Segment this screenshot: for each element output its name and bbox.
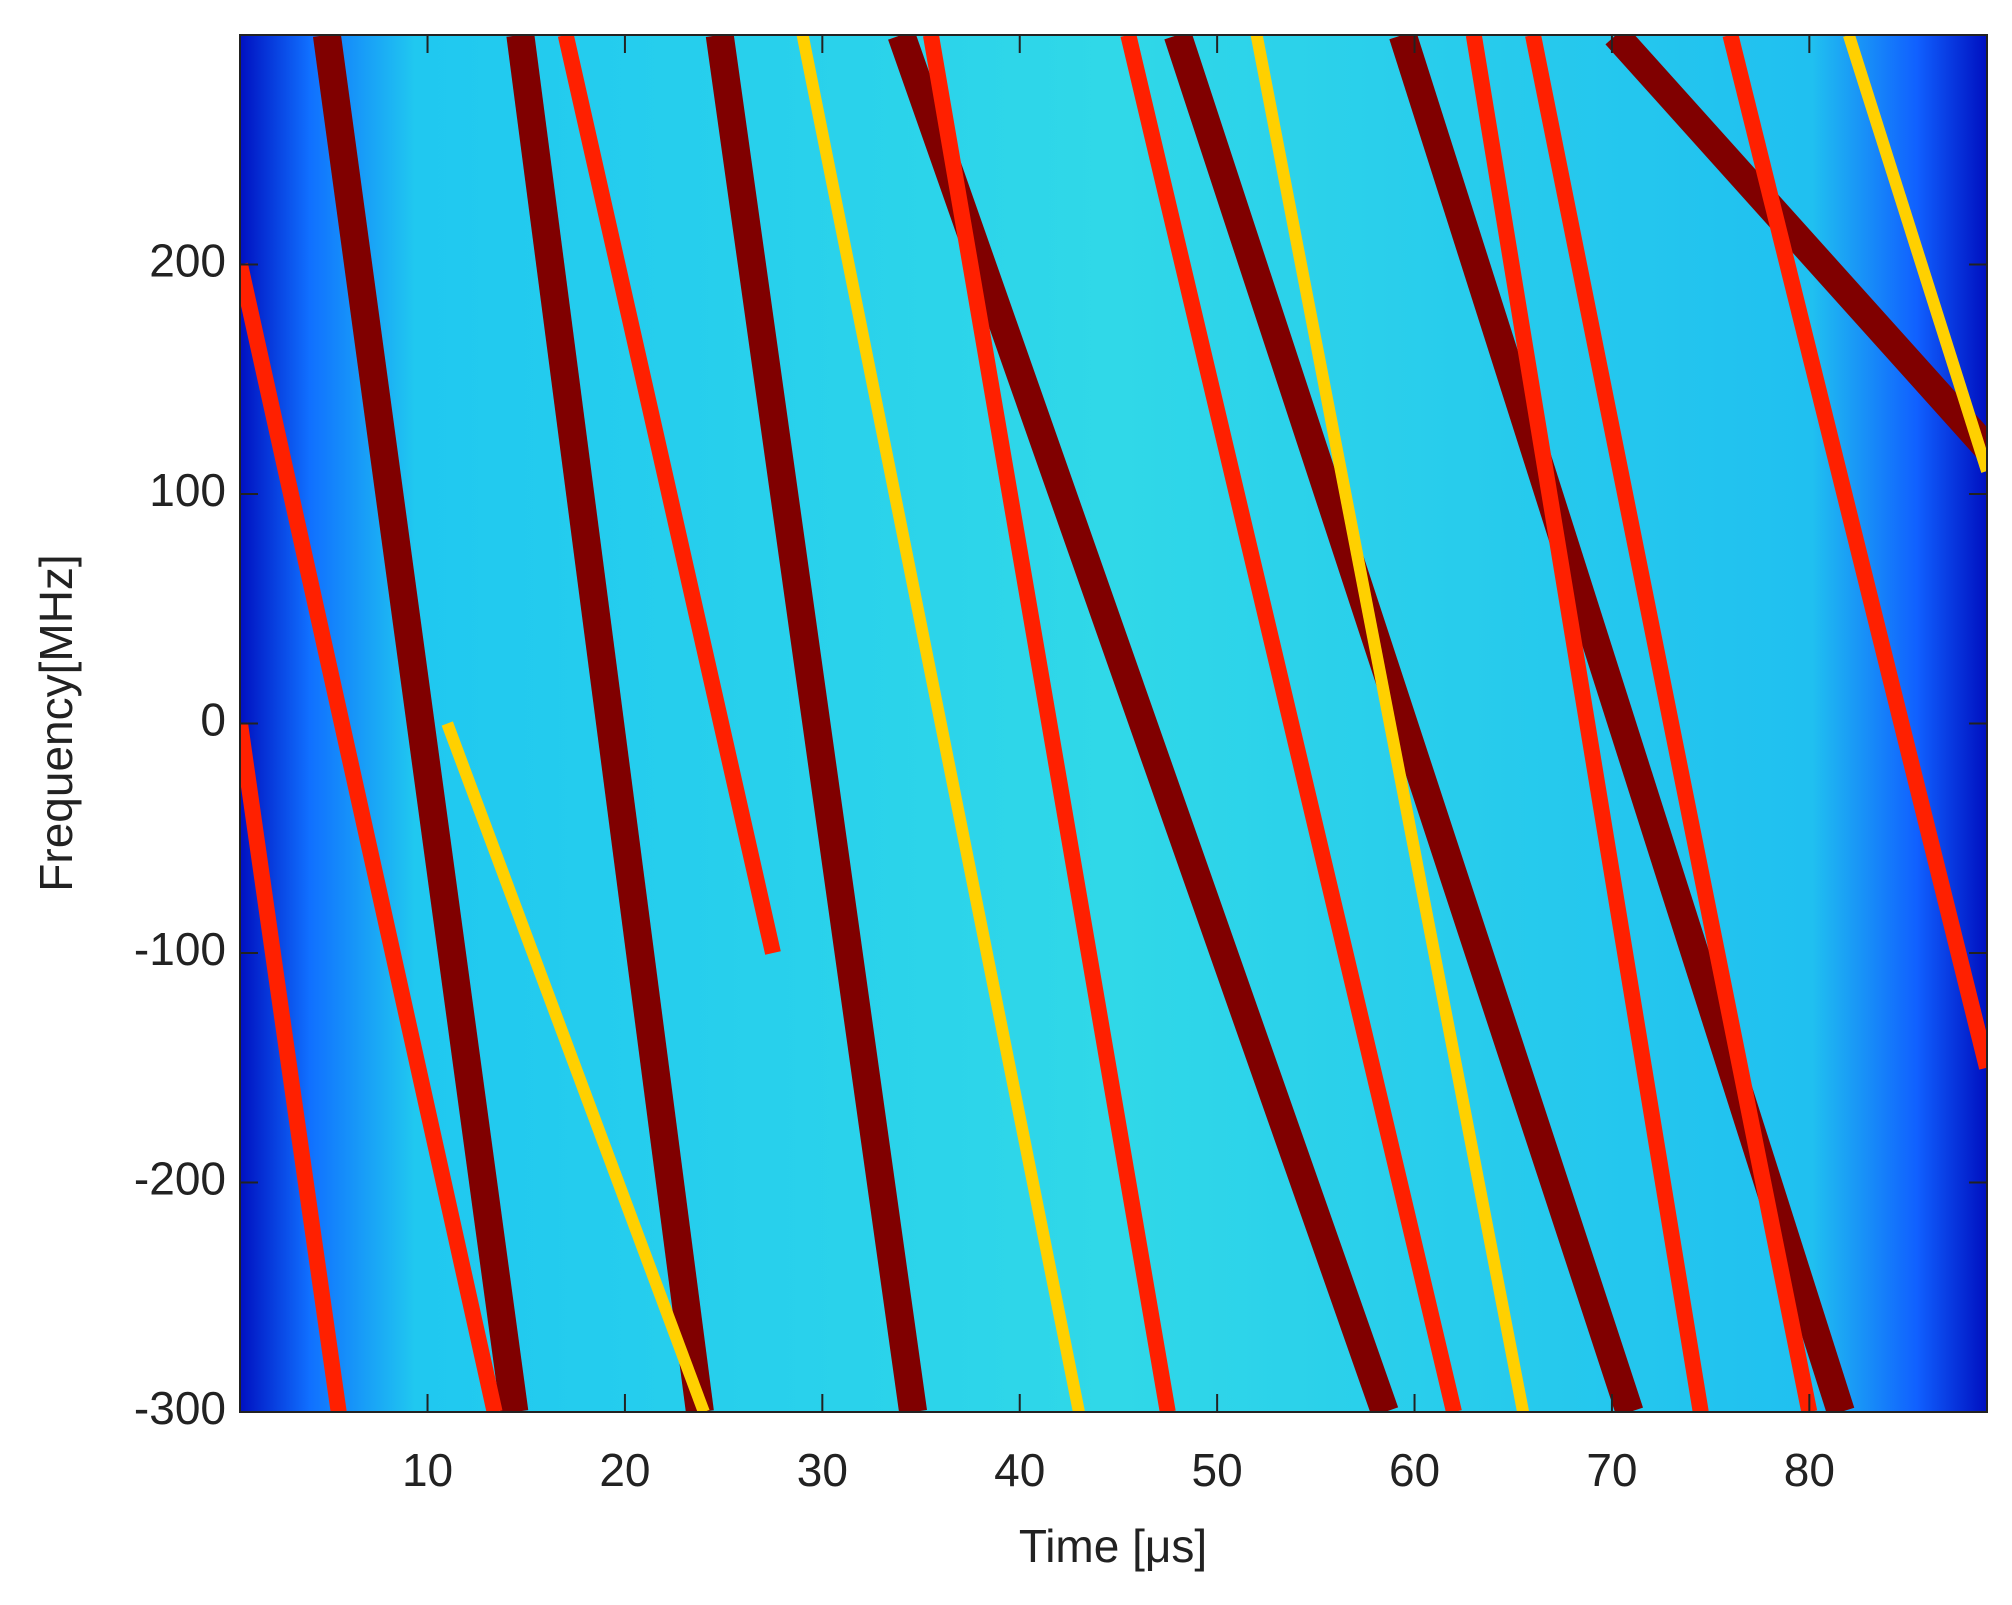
chirp-track [441, 721, 710, 1412]
chirp-track [1120, 35, 1462, 1412]
chirp-track [557, 35, 781, 955]
x-axis-label: Time [μs] [1019, 1520, 1207, 1572]
chirp-track [1722, 35, 1987, 1070]
y-tick-label: -100 [134, 923, 226, 975]
chirp-track [506, 35, 714, 1412]
chirp-track [796, 35, 1085, 1412]
chirp-track [923, 35, 1176, 1412]
x-tick-label: 60 [1389, 1444, 1440, 1496]
chirp-track [240, 262, 503, 1412]
chirp-track [1465, 35, 1709, 1412]
x-tick-label: 70 [1586, 1444, 1637, 1496]
y-tick-label: 0 [200, 694, 226, 746]
y-tick-label: 100 [149, 464, 226, 516]
chirp-track [1525, 35, 1818, 1412]
x-tick-label: 50 [1192, 1444, 1243, 1496]
chirp-track [888, 35, 1399, 1412]
x-tick-label: 40 [994, 1444, 1045, 1496]
x-tick-label: 20 [599, 1444, 650, 1496]
chirp-track [705, 35, 928, 1412]
chirp-track [1605, 35, 1987, 458]
chirp-track [1250, 35, 1529, 1412]
x-tick-label: 80 [1784, 1444, 1835, 1496]
chirp-track [1164, 35, 1644, 1412]
y-tick-label: -300 [134, 1382, 226, 1434]
chirp-track [312, 35, 529, 1412]
chirp-track [240, 722, 347, 1412]
plot-area [240, 35, 1987, 1412]
chirp-track [1843, 35, 1987, 473]
plot-background [240, 35, 1987, 1412]
y-axis-label: Frequency[MHz] [30, 554, 82, 891]
x-tick-label: 10 [402, 1444, 453, 1496]
y-tick-label: -200 [134, 1153, 226, 1205]
x-tick-label: 30 [797, 1444, 848, 1496]
y-tick-label: 200 [149, 235, 226, 287]
